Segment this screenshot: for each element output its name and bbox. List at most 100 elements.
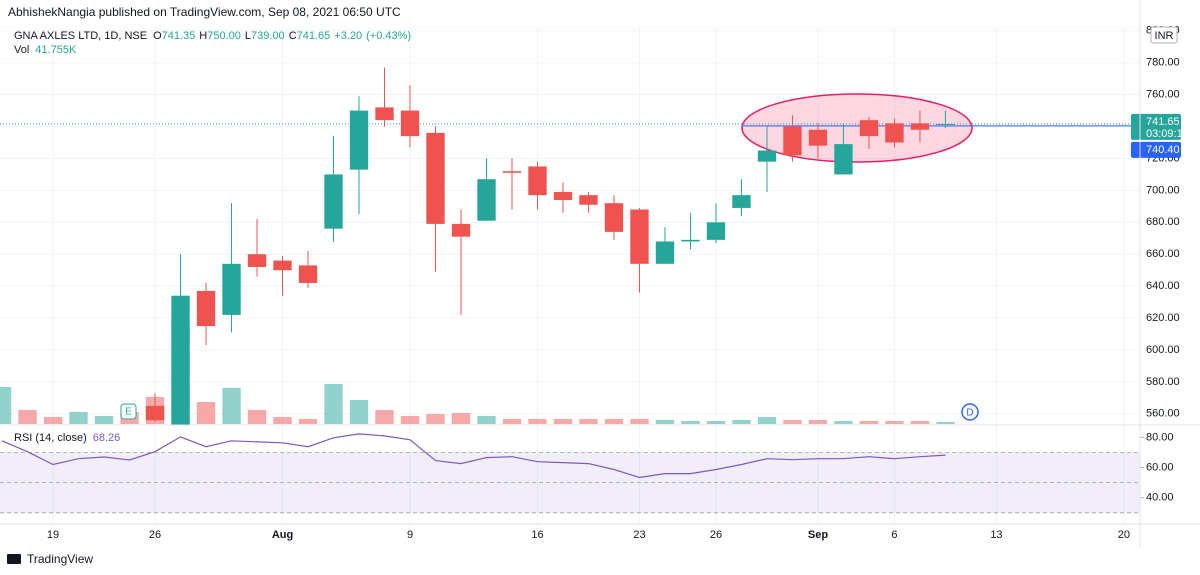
- highlight-ellipse: [741, 93, 973, 163]
- candle-body: [834, 144, 853, 175]
- dividend-label[interactable]: D: [966, 408, 973, 419]
- x-tick-label: Sep: [808, 529, 828, 541]
- y-tick-label: 780.00: [1146, 57, 1180, 69]
- volume-bar: [732, 420, 751, 424]
- candle-body: [171, 295, 190, 425]
- change-pct: (+0.43%): [366, 30, 411, 42]
- rsi-tick-label: 40.00: [1146, 492, 1174, 504]
- x-tick-label: Aug: [272, 529, 293, 541]
- candle-body: [910, 123, 930, 130]
- last-price-box: [1131, 113, 1181, 140]
- volume-bar: [783, 420, 802, 424]
- candle-body: [808, 129, 828, 146]
- symbol: GNA AXLES LTD, 1D, NSE: [14, 30, 147, 42]
- legend-value: 741.35: [162, 30, 196, 42]
- candle-body: [349, 110, 369, 170]
- volume-bar: [196, 402, 216, 424]
- volume-bar: [324, 384, 343, 424]
- y-tick-label: 640.00: [1146, 280, 1180, 292]
- volume-bar: [0, 387, 12, 424]
- price-pane: [0, 67, 1140, 425]
- legend-value: 741.65: [297, 30, 331, 42]
- volume-bar: [426, 414, 445, 424]
- volume-bar: [604, 419, 624, 424]
- level-price-label: 740.40: [1146, 144, 1180, 156]
- volume-bar: [528, 419, 547, 424]
- candle-body: [400, 110, 420, 137]
- x-tick-label: 6: [891, 529, 897, 541]
- volume-bar: [400, 416, 420, 424]
- volume-legend: Vol 41.755K: [14, 44, 77, 56]
- candle-body: [145, 405, 165, 421]
- rsi-tick-label: 80.00: [1146, 431, 1174, 443]
- candle-body: [528, 166, 547, 196]
- rsi-legend: RSI (14, close) 68.26: [14, 432, 120, 444]
- volume-bar: [757, 417, 777, 424]
- rsi-name: RSI (14, close): [14, 432, 87, 444]
- volume-bar: [706, 421, 726, 424]
- logo: [7, 554, 21, 564]
- volume-bar: [553, 419, 573, 424]
- candle-body: [706, 222, 726, 240]
- x-tick-label: 16: [531, 529, 543, 541]
- grid: [0, 26, 1140, 524]
- candle-body: [783, 126, 802, 156]
- volume-bar: [655, 420, 675, 424]
- candle-body: [885, 123, 904, 143]
- countdown-label: 03:09:11: [1146, 128, 1188, 140]
- volume-bar: [681, 421, 700, 424]
- volume-bar: [936, 421, 955, 424]
- legend-letter: O: [153, 30, 162, 42]
- y-tick-label: 620.00: [1146, 312, 1180, 324]
- ohlc-legend: GNA AXLES LTD, 1D, NSE O741.35 H750.00 L739…: [14, 30, 411, 42]
- volume-bar: [94, 416, 114, 424]
- volume-name: Vol: [14, 44, 29, 56]
- candle-body: [579, 195, 598, 205]
- candle-body: [324, 174, 343, 229]
- volume-bar: [69, 412, 88, 424]
- legend-letter: C: [289, 30, 297, 42]
- candle-body: [757, 150, 777, 162]
- currency-box[interactable]: [1150, 26, 1178, 44]
- volume-bar: [18, 410, 37, 424]
- rsi-line: [1, 433, 946, 479]
- earnings-label[interactable]: E: [125, 407, 132, 418]
- volume-bar: [273, 417, 292, 424]
- volume-bar: [885, 421, 904, 424]
- y-tick-label: 580.00: [1146, 376, 1180, 388]
- y-tick-label: 760.00: [1146, 89, 1180, 101]
- x-tick-label: 26: [149, 529, 161, 541]
- last-price-label: 741.65: [1146, 116, 1180, 128]
- dividend-marker[interactable]: [961, 403, 979, 421]
- currency[interactable]: INR: [1155, 30, 1174, 42]
- candle-body: [655, 241, 675, 264]
- rsi-last: 68.26: [93, 432, 121, 444]
- candle-body: [553, 191, 573, 200]
- candle-body: [298, 265, 318, 283]
- candle-body: [451, 223, 471, 237]
- volume-bar: [477, 416, 496, 424]
- candle-body: [247, 254, 267, 267]
- candle-body: [477, 179, 496, 221]
- x-tick-label: 9: [407, 529, 413, 541]
- y-tick-label: 700.00: [1146, 184, 1180, 196]
- y-tick-label: 680.00: [1146, 216, 1180, 228]
- rsi-tick-label: 60.00: [1146, 461, 1174, 473]
- volume-bar: [859, 421, 879, 424]
- x-tick-label: 23: [633, 529, 645, 541]
- change: +3.20: [334, 30, 362, 42]
- candle-body: [196, 290, 216, 327]
- legend-value: 750.00: [207, 30, 241, 42]
- rsi-pane: [0, 433, 1140, 514]
- level-price-box: [1131, 141, 1181, 158]
- earnings-marker[interactable]: [120, 403, 137, 420]
- legend-letter: H: [199, 30, 207, 42]
- volume-pane: [0, 324, 955, 424]
- y-tick-label: 560.00: [1146, 408, 1180, 420]
- volume-bar: [630, 419, 649, 424]
- x-tick-label: 13: [990, 529, 1002, 541]
- candle-body: [681, 239, 700, 242]
- volume-bar: [222, 388, 241, 424]
- volume-bar: [298, 419, 318, 424]
